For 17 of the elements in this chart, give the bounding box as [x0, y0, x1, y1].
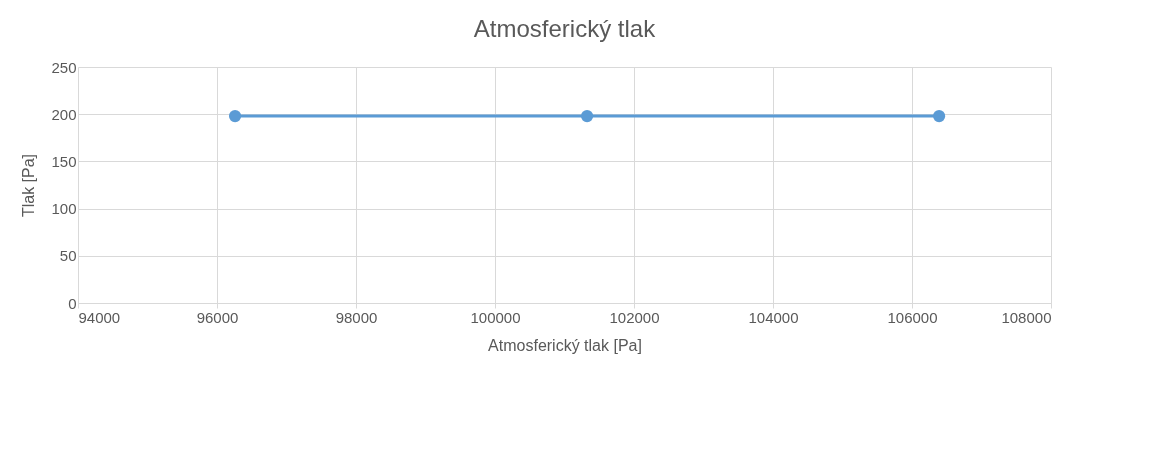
y-tick-label: 0	[68, 294, 77, 312]
y-tick-label: 150	[51, 152, 77, 170]
x-tick-label: 94000	[78, 308, 121, 326]
chart-title: Atmosferický tlak	[473, 15, 657, 42]
x-tick-label: 108000	[1001, 308, 1052, 326]
x-tick-label: 104000	[748, 308, 799, 326]
x-tick-label: 106000	[887, 308, 938, 326]
x-axis-title: Atmosferický tlak [Pa]	[488, 336, 642, 354]
y-tick-label: 100	[51, 200, 77, 218]
y-tick-label: 250	[51, 58, 77, 76]
x-tick-label: 98000	[335, 308, 378, 326]
y-tick-label: 200	[51, 105, 77, 123]
y-axis-title: Tlak [Pa]	[20, 153, 38, 218]
y-tick-label: 50	[59, 247, 77, 265]
x-tick-label: 102000	[609, 308, 660, 326]
x-tick-label: 100000	[470, 308, 521, 326]
x-tick-label: 96000	[196, 308, 239, 326]
